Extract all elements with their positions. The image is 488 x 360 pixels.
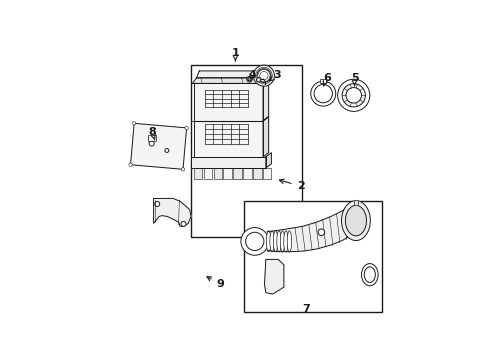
Text: 7: 7: [302, 304, 309, 314]
Bar: [148, 135, 156, 141]
Circle shape: [247, 77, 251, 81]
Circle shape: [184, 126, 188, 130]
Text: 6: 6: [322, 73, 330, 86]
Circle shape: [164, 149, 168, 152]
Ellipse shape: [286, 231, 291, 252]
Circle shape: [310, 81, 335, 106]
Polygon shape: [253, 168, 261, 179]
Circle shape: [346, 87, 361, 103]
Text: 2: 2: [279, 179, 304, 191]
Bar: [320, 79, 325, 83]
Circle shape: [241, 228, 268, 255]
Ellipse shape: [341, 201, 369, 240]
Circle shape: [181, 168, 184, 171]
Circle shape: [246, 76, 252, 82]
Polygon shape: [263, 117, 268, 157]
Text: 3: 3: [269, 70, 280, 81]
Text: 1: 1: [231, 48, 239, 61]
Circle shape: [181, 221, 185, 226]
Polygon shape: [233, 168, 241, 179]
Circle shape: [253, 65, 274, 86]
Ellipse shape: [273, 231, 277, 252]
Circle shape: [256, 77, 260, 82]
Circle shape: [154, 202, 160, 207]
Circle shape: [132, 122, 136, 125]
Circle shape: [313, 85, 332, 103]
Circle shape: [129, 163, 132, 166]
Ellipse shape: [266, 231, 270, 252]
Polygon shape: [243, 168, 251, 179]
Circle shape: [337, 79, 369, 111]
Circle shape: [317, 229, 324, 235]
Circle shape: [149, 141, 154, 146]
Ellipse shape: [276, 231, 281, 252]
Circle shape: [257, 69, 270, 82]
Polygon shape: [263, 168, 271, 179]
Text: 5: 5: [350, 73, 358, 86]
Ellipse shape: [345, 205, 366, 236]
Ellipse shape: [364, 267, 375, 283]
Circle shape: [245, 232, 264, 251]
Polygon shape: [263, 79, 268, 121]
Ellipse shape: [361, 264, 377, 286]
Polygon shape: [354, 200, 357, 205]
Polygon shape: [265, 153, 271, 168]
Polygon shape: [203, 168, 212, 179]
Polygon shape: [223, 168, 231, 179]
Ellipse shape: [269, 231, 274, 252]
Polygon shape: [196, 71, 265, 78]
Bar: [191, 66, 301, 237]
Text: 4: 4: [247, 70, 255, 80]
Polygon shape: [264, 260, 284, 294]
Polygon shape: [191, 157, 265, 168]
Ellipse shape: [280, 231, 284, 252]
Polygon shape: [192, 78, 263, 84]
Polygon shape: [193, 168, 202, 179]
Circle shape: [342, 84, 365, 107]
Polygon shape: [213, 168, 222, 179]
Polygon shape: [193, 84, 263, 121]
Ellipse shape: [283, 231, 287, 252]
Bar: [243, 201, 382, 312]
Polygon shape: [193, 121, 263, 157]
Polygon shape: [267, 205, 350, 252]
Polygon shape: [153, 198, 191, 226]
Polygon shape: [130, 123, 186, 169]
Text: 8: 8: [148, 127, 156, 140]
Text: 9: 9: [206, 277, 224, 289]
